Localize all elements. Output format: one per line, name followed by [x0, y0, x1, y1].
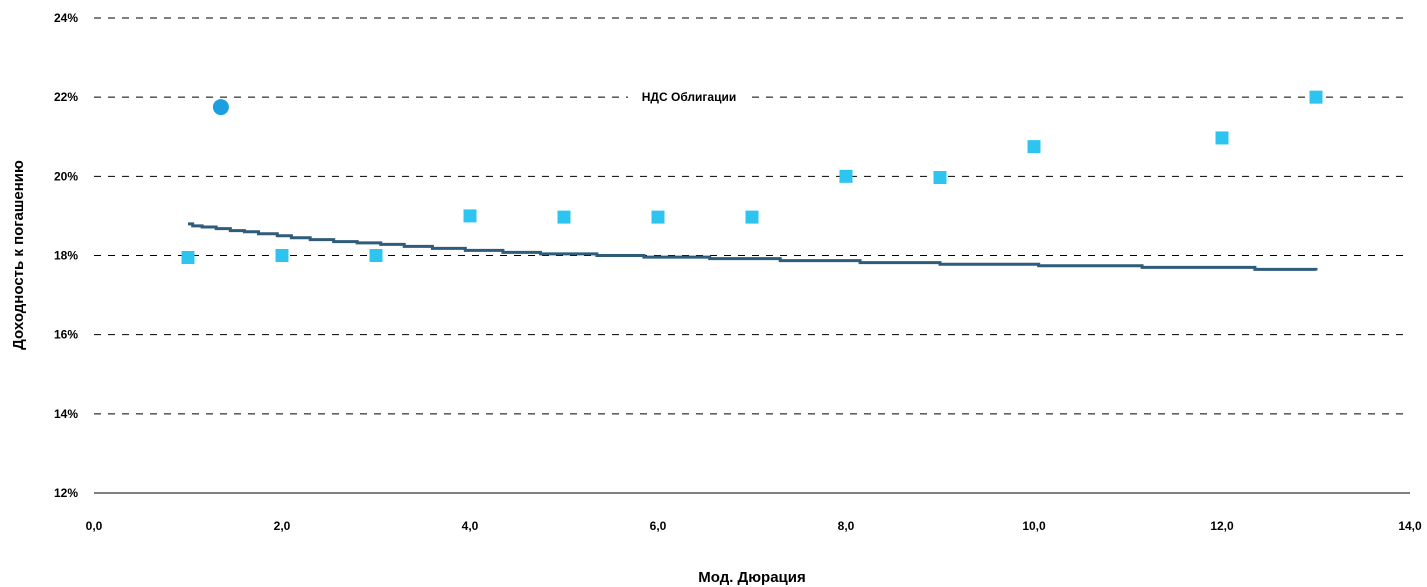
y-tick-label: 24%: [54, 11, 78, 25]
scatter-point-square: [275, 249, 289, 262]
scatter-point-square: [1215, 131, 1229, 145]
scatter-point-square: [463, 209, 477, 223]
x-axis-title: Мод. Дюрация: [698, 569, 806, 586]
scatter-point-square: [933, 171, 947, 185]
scatter-point-square: [557, 210, 571, 224]
y-axis-title: Доходность к погашению: [10, 160, 27, 350]
scatter-point-square: [1309, 90, 1323, 104]
trend-line: [188, 222, 1318, 271]
scatter-point-square: [651, 210, 665, 224]
scatter-point-square: [1027, 140, 1041, 154]
y-tick-label: 18%: [54, 249, 78, 263]
axis-layer: 12% 14% 16% 18% 20% 22% 24% 0,0 2,0 4,0 6,0 8,0 10,0…: [10, 11, 1422, 586]
grid-layer: [94, 17, 1410, 415]
annotation-background: [628, 89, 750, 106]
y-tick-label: 22%: [54, 90, 78, 104]
y-tick-label: 12%: [54, 486, 78, 500]
scatter-point-square: [745, 210, 759, 224]
x-tick-label: 8,0: [838, 519, 855, 533]
x-tick-label: 12,0: [1210, 519, 1234, 533]
x-tick-label: 4,0: [462, 519, 479, 533]
scatter-point-square: [839, 169, 853, 183]
scatter-point-square: [369, 249, 383, 262]
x-tick-label: 10,0: [1022, 519, 1046, 533]
annotation-label: НДС Облигации: [642, 90, 736, 104]
x-tick-label: 0,0: [86, 519, 103, 533]
label-layer: НДС Облигации: [628, 89, 750, 106]
scatter-point-circle: [212, 99, 229, 116]
y-tick-label: 14%: [54, 407, 78, 421]
x-tick-label: 2,0: [274, 519, 291, 533]
scatter-point-square: [181, 250, 195, 264]
x-tick-label: 6,0: [650, 519, 667, 533]
series-layer: [181, 90, 1323, 271]
x-tick-label: 14,0: [1398, 519, 1422, 533]
y-tick-label: 16%: [54, 328, 78, 342]
y-tick-label: 20%: [54, 169, 78, 183]
